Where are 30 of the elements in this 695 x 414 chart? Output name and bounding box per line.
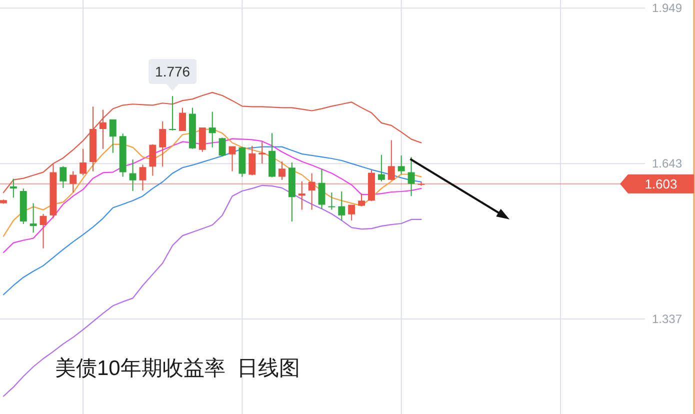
candlestick bbox=[278, 162, 286, 180]
candlestick bbox=[258, 142, 266, 164]
y-tick-label: 1.949 bbox=[652, 1, 682, 16]
candlestick bbox=[169, 96, 176, 131]
candlestick bbox=[208, 112, 216, 148]
candlestick bbox=[378, 154, 385, 182]
candlestick bbox=[388, 140, 395, 180]
y-tick-label: 1.337 bbox=[652, 312, 682, 326]
ref-line-label: 1.603 bbox=[644, 176, 678, 192]
candlestick bbox=[328, 192, 336, 210]
candlestick bbox=[99, 110, 106, 149]
line-series bbox=[2, 138, 422, 254]
candlestick bbox=[139, 164, 146, 190]
line-series bbox=[2, 146, 422, 296]
candlestick bbox=[30, 203, 37, 233]
text: 美债10年期收益率 日线图 bbox=[55, 357, 300, 380]
candlestick bbox=[159, 121, 166, 167]
line-series bbox=[2, 184, 422, 397]
candlestick bbox=[60, 166, 67, 188]
candlestick bbox=[298, 181, 306, 210]
candlestick bbox=[338, 192, 346, 220]
y-tick-label: 1.643 bbox=[652, 156, 682, 171]
annotation: 1.776 bbox=[155, 64, 190, 80]
candlestick bbox=[70, 171, 77, 193]
ref-line: 1.603 bbox=[0, 174, 694, 194]
candlestick bbox=[10, 178, 17, 198]
candlestick bbox=[348, 204, 356, 220]
annotation: 1.776 bbox=[148, 59, 197, 91]
candlestick bbox=[308, 173, 316, 210]
candlestick bbox=[129, 160, 136, 191]
